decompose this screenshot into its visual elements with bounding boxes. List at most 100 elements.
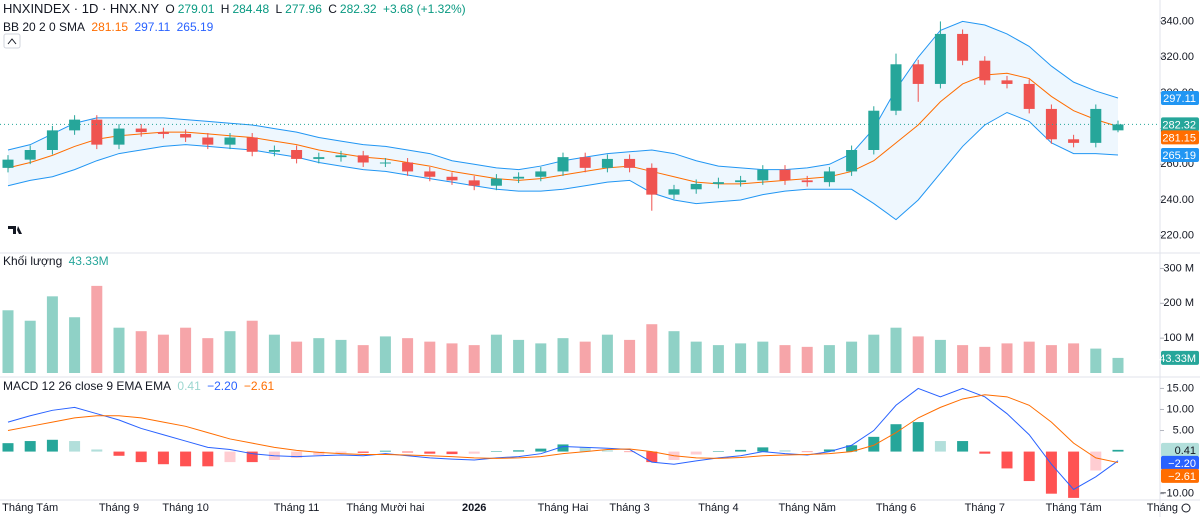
volume-bar: [779, 345, 791, 373]
histogram-bar: [513, 450, 525, 452]
volume-bar: [823, 345, 835, 373]
histogram-bar: [1001, 451, 1013, 469]
volume-bar: [513, 339, 525, 373]
candle-body: [957, 33, 969, 61]
indicator-name[interactable]: Khối lượng: [3, 254, 63, 268]
candle-body: [1112, 124, 1124, 131]
x-tick-label: Tháng 7: [965, 502, 1005, 514]
candle-body: [579, 157, 591, 168]
settings-button[interactable]: [1181, 503, 1191, 513]
candle-body: [1001, 80, 1013, 84]
histogram-bar: [779, 450, 791, 452]
x-tick-label: Tháng 6: [876, 502, 916, 514]
histogram-bar: [801, 451, 813, 453]
candle-body: [91, 119, 103, 145]
volume-bar: [1045, 345, 1057, 373]
histogram-bar: [91, 449, 103, 452]
price-badge: [1161, 130, 1199, 145]
candle-body: [291, 150, 303, 159]
volume-bar: [601, 334, 613, 373]
volume-bar: [2, 310, 14, 373]
indicator-name[interactable]: BB 20 2 0 SMA: [3, 20, 86, 34]
volume-bar: [579, 341, 591, 373]
histogram-bar: [579, 447, 591, 452]
price-badge-label: 43.33M: [1159, 353, 1196, 365]
indicator-value: 297.11: [134, 20, 171, 34]
candle-body: [268, 150, 280, 152]
candle-body: [113, 128, 125, 145]
histogram-bar: [402, 451, 414, 453]
volume-bar: [24, 320, 36, 373]
histogram-bar: [357, 451, 369, 453]
candle-body: [1023, 83, 1035, 109]
histogram-bar: [712, 451, 724, 452]
candle-body: [557, 157, 569, 172]
volume-bar: [468, 345, 480, 373]
y-tick-label: 100 M: [1163, 332, 1194, 344]
symbol[interactable]: HNXINDEX · 1D · HNX.NY: [3, 1, 160, 16]
signal-line: [7, 394, 1119, 464]
price-badge: [1161, 148, 1199, 163]
volume-bar: [1112, 357, 1124, 373]
y-tick-label: 220.00: [1160, 230, 1194, 242]
symbol-legend: HNXINDEX · 1D · HNX.NY O 279.01 H 284.48 L…: [3, 1, 469, 16]
x-tick-label: Tháng Năm: [778, 502, 835, 514]
candle-body: [535, 171, 547, 177]
histogram-bar: [1068, 451, 1080, 498]
histogram-bar: [24, 441, 36, 452]
histogram-bar: [69, 441, 81, 452]
macd-line: [7, 387, 1119, 491]
price-badge-label: −2.20: [1168, 458, 1196, 470]
candle-body: [24, 150, 36, 160]
indicator-value: −2.20: [207, 379, 238, 393]
y-tick-label: 320.00: [1160, 51, 1194, 63]
volume-bar: [246, 320, 258, 373]
histogram-bar: [224, 451, 236, 463]
histogram-bar: [424, 451, 436, 454]
candle-body: [69, 119, 81, 131]
histogram-bar: [468, 451, 480, 454]
y-tick-label: 340.00: [1160, 15, 1194, 27]
price-badge-label: 282.32: [1162, 119, 1196, 131]
histogram-bar: [246, 451, 258, 463]
histogram-bar: [735, 449, 747, 452]
volume-bar: [757, 341, 769, 373]
candle-body: [46, 130, 58, 150]
volume-bar: [446, 343, 458, 373]
candle-body: [135, 128, 147, 133]
histogram-bar: [46, 439, 58, 452]
histogram-bar: [846, 445, 858, 452]
candle-body: [157, 132, 169, 134]
histogram-bar: [890, 424, 902, 452]
collapse-icon: [7, 38, 17, 45]
histogram-bar: [757, 447, 769, 452]
candle-body: [224, 137, 236, 145]
bb-lower: [7, 111, 1119, 221]
volume-bar: [979, 346, 991, 373]
indicator-value: 265.19: [176, 20, 214, 34]
volume-bar: [668, 331, 680, 373]
candle-body: [712, 182, 724, 184]
x-tick-label: 2026: [462, 502, 486, 514]
collapse-button[interactable]: [3, 33, 21, 49]
volume-bar: [490, 334, 502, 373]
candle-body: [513, 176, 525, 179]
volume-bar: [801, 346, 813, 373]
x-tick-label: Tháng Tám: [2, 502, 58, 514]
indicator-value: 43.33M: [68, 254, 109, 268]
x-tick-label: Tháng 10: [162, 502, 208, 514]
y-tick-label: 300 M: [1163, 262, 1194, 274]
volume-bar: [890, 327, 902, 373]
macd-legend: MACD 12 26 close 9 EMA EMA 0.41 −2.20 −2…: [3, 379, 277, 393]
price-badge-label: 297.11: [1163, 93, 1196, 105]
volume-bar: [934, 339, 946, 373]
indicator-name[interactable]: MACD 12 26 close 9 EMA EMA: [3, 379, 172, 393]
histogram-bar: [113, 451, 125, 456]
price-badge: [1161, 442, 1199, 457]
y-tick-label: 15.00: [1166, 382, 1194, 394]
volume-bar: [268, 334, 280, 373]
candle-body: [646, 167, 658, 195]
ohlc-key: O: [165, 2, 175, 16]
volume-bar: [1001, 343, 1013, 373]
